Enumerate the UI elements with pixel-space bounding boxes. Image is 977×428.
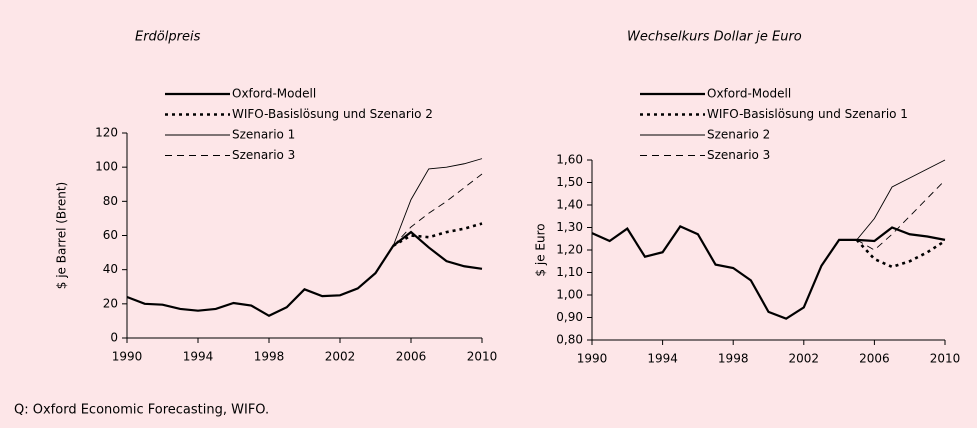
y-tick-label: 1,50 [556,175,583,189]
x-tick-label: 2002 [325,350,356,364]
legend-label: Szenario 1 [232,128,295,142]
series-line [856,179,946,251]
y-tick-label: 20 [103,296,118,310]
y-tick-label: 1,00 [556,288,583,302]
y-tick-label: 120 [95,126,118,140]
series-line [855,238,946,269]
x-tick-label: 2006 [859,352,890,366]
x-tick-label: 1994 [183,350,214,364]
x-tick-label: 2010 [930,352,961,366]
y-tick-label: 80 [103,194,118,208]
y-tick-label: 0 [110,331,118,345]
y-tick-label: 40 [103,262,118,276]
y-axis-label: $ je Euro [534,223,548,276]
y-tick-label: 100 [95,160,118,174]
x-tick-label: 1990 [577,352,608,366]
source-note: Q: Oxford Economic Forecasting, WIFO. [14,403,269,418]
legend-label: WIFO-Basislösung und Szenario 2 [232,107,433,121]
y-tick-label: 0,80 [556,333,583,347]
legend-label: Szenario 2 [707,128,770,142]
legend-label: Oxford-Modell [707,87,791,101]
y-tick-label: 0,90 [556,310,583,324]
series-line [126,230,483,318]
chart-title: Erdölpreis [135,30,201,45]
y-tick-label: 1,40 [556,198,583,212]
chart-title: Wechselkurs Dollar je Euro [627,30,802,45]
y-tick-label: 1,60 [556,153,583,167]
legend-label: Szenario 3 [707,148,770,162]
x-tick-label: 1994 [647,352,678,366]
y-tick-label: 1,20 [556,243,583,257]
x-tick-label: 1990 [112,350,143,364]
series-line [856,159,946,241]
legend-label: WIFO-Basislösung und Szenario 1 [707,107,908,121]
series-line [591,224,946,320]
legend-label: Oxford-Modell [232,87,316,101]
series-line [392,222,483,247]
x-tick-label: 2002 [789,352,820,366]
y-tick-label: 1,30 [556,220,583,234]
legend-label: Szenario 3 [232,148,295,162]
x-tick-label: 2006 [396,350,427,364]
x-tick-label: 2010 [467,350,498,364]
series-line [392,158,483,246]
x-tick-label: 1998 [254,350,285,364]
x-tick-label: 1998 [718,352,749,366]
y-tick-label: 60 [103,228,118,242]
y-tick-label: 1,10 [556,265,583,279]
y-axis-label: $ je Barrel (Brent) [55,182,69,289]
